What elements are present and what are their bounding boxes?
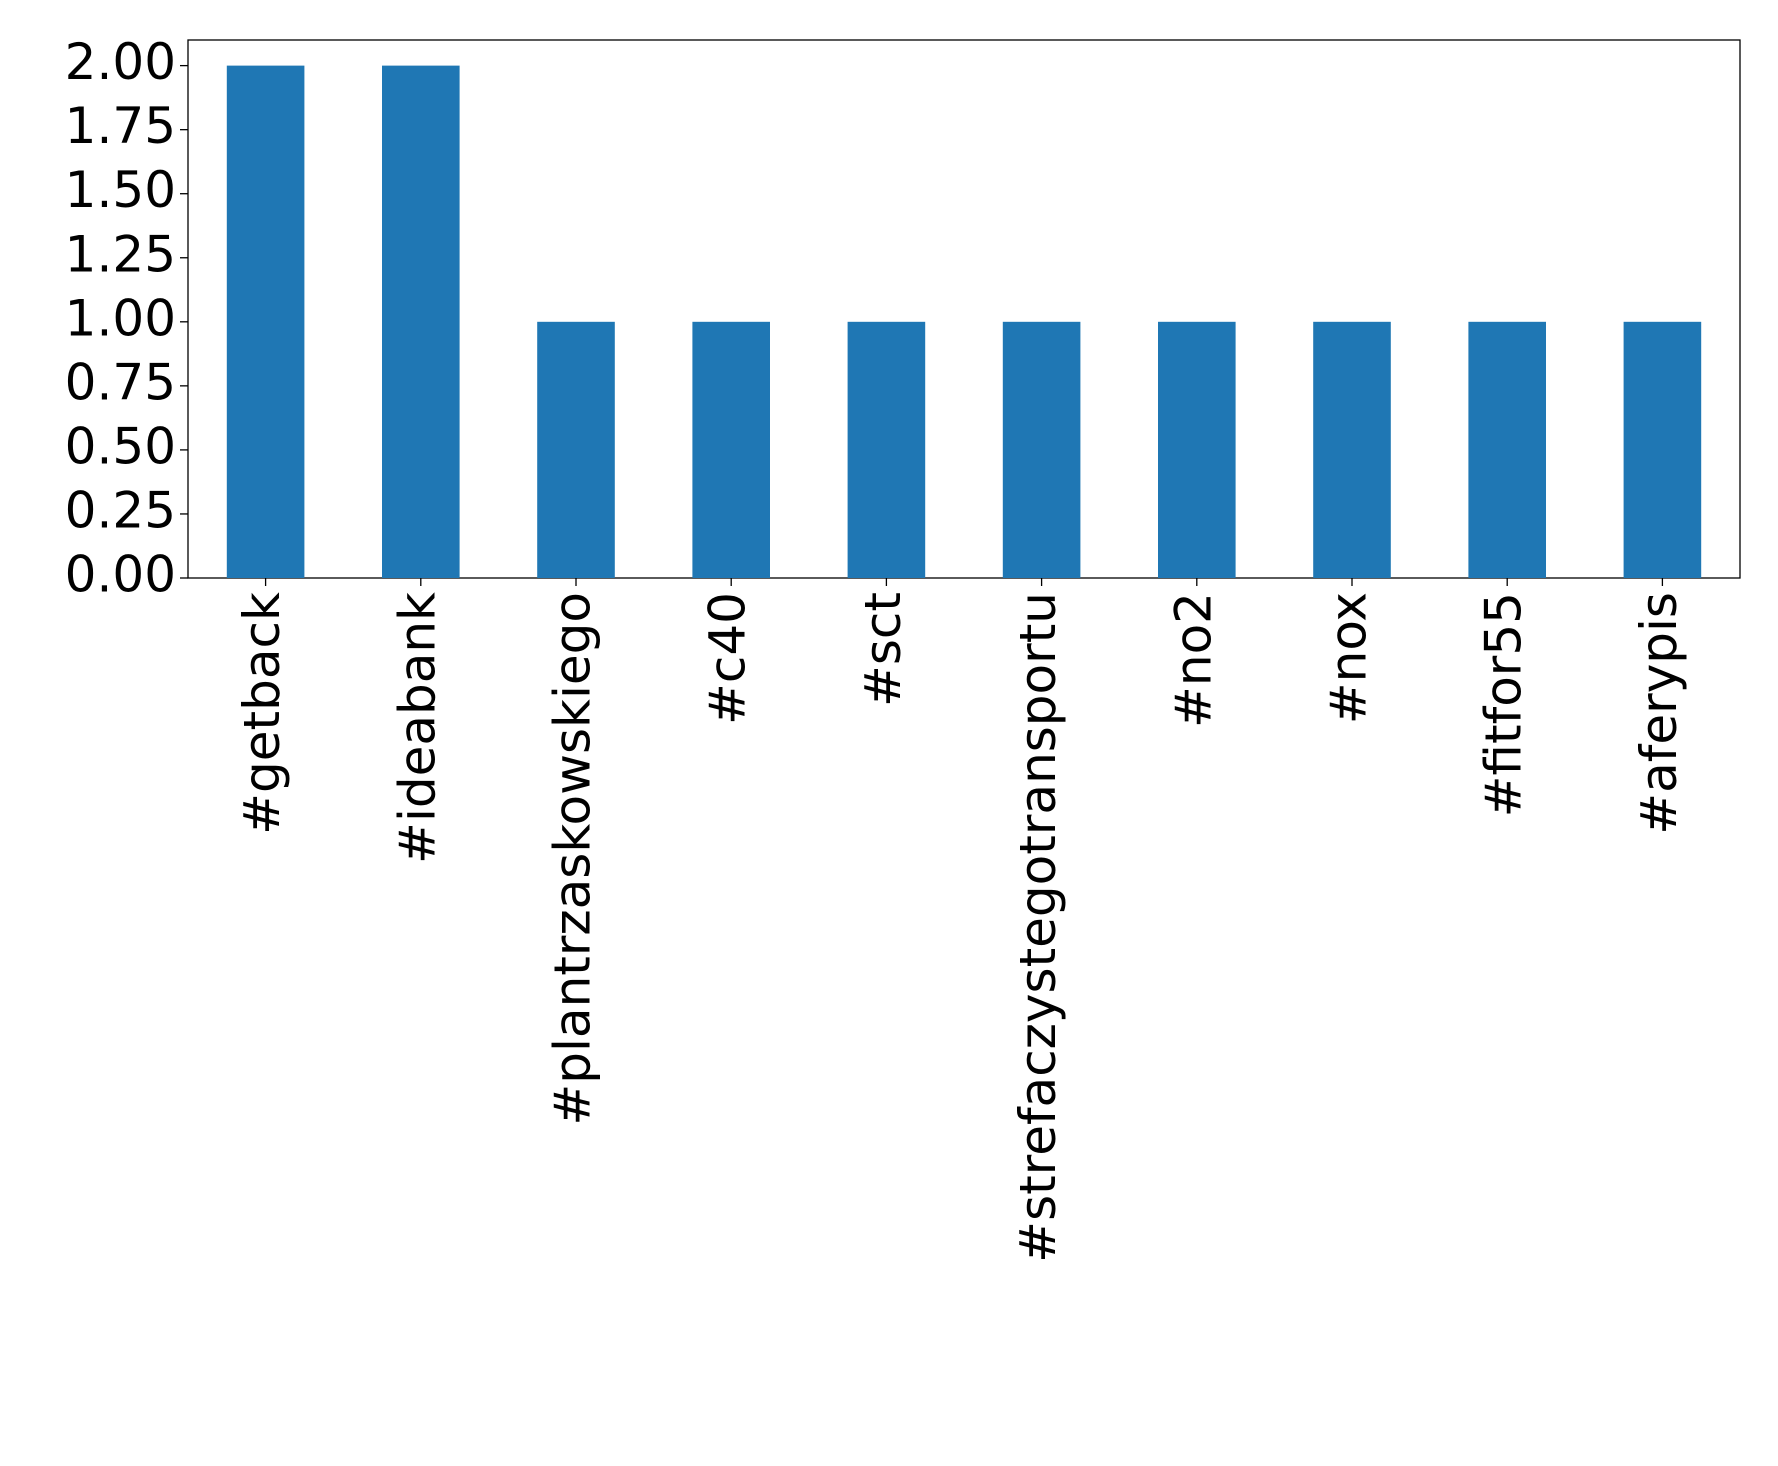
plot-frame <box>187 39 1741 579</box>
x-tick-label: #strefaczystegotransportu <box>1009 592 1067 1263</box>
x-tick-label: #no2 <box>1164 592 1222 728</box>
bar <box>692 321 770 578</box>
x-tick-label: #aferypis <box>1630 592 1688 835</box>
bar <box>1623 321 1702 578</box>
y-tick-label: 0.75 <box>65 353 176 411</box>
bar <box>1158 321 1236 578</box>
y-tick-label: 1.25 <box>65 225 176 283</box>
x-tick-label: #nox <box>1320 592 1378 724</box>
x-tick-label: #plantrzaskowskiego <box>544 592 602 1126</box>
y-tick-label: 0.50 <box>65 417 176 475</box>
bar <box>1468 321 1546 578</box>
x-tick-label: #c40 <box>699 592 757 725</box>
bar <box>226 65 305 579</box>
bar <box>1002 321 1081 578</box>
y-tick-label: 0.25 <box>65 481 176 539</box>
y-tick-label: 0.00 <box>65 546 176 604</box>
y-tick-label: 2.00 <box>65 33 176 91</box>
bar <box>847 321 926 578</box>
x-tick-label: #sct <box>854 592 912 707</box>
bar <box>382 65 460 579</box>
y-tick-label: 1.50 <box>65 161 176 219</box>
x-tick-label: #ideabank <box>388 592 446 864</box>
bar <box>1313 321 1391 578</box>
x-tick-label: #getback <box>233 592 291 835</box>
bar <box>537 321 615 578</box>
y-tick-label: 1.75 <box>65 97 176 155</box>
y-tick-label: 1.00 <box>65 289 176 347</box>
x-tick-label: #fitfor55 <box>1475 592 1533 817</box>
